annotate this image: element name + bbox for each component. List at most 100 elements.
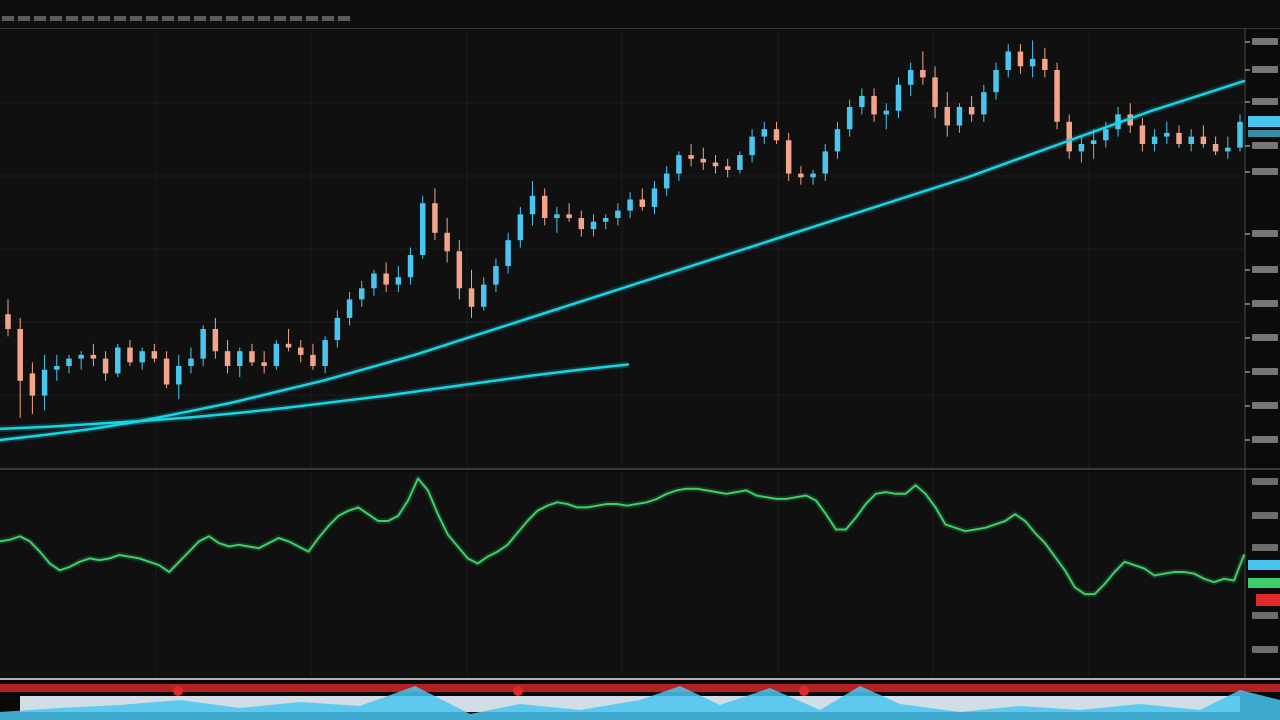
- candle-body[interactable]: [17, 329, 23, 381]
- candlestick[interactable]: [578, 210, 585, 237]
- candlestick[interactable]: [1042, 47, 1048, 78]
- candlestick[interactable]: [883, 103, 890, 130]
- candle-body[interactable]: [151, 351, 158, 359]
- candle-body[interactable]: [1005, 51, 1011, 71]
- candlestick[interactable]: [322, 336, 328, 374]
- candle-body[interactable]: [651, 188, 658, 207]
- candlestick[interactable]: [895, 77, 902, 119]
- candle-body[interactable]: [407, 255, 414, 278]
- candle-body[interactable]: [371, 273, 377, 289]
- candlestick[interactable]: [176, 354, 182, 400]
- candle-body[interactable]: [749, 136, 755, 156]
- bottom-strip-signal-dot[interactable]: [799, 686, 809, 696]
- candlestick[interactable]: [334, 310, 341, 348]
- candlestick[interactable]: [615, 203, 621, 226]
- candle-body[interactable]: [66, 358, 72, 366]
- candle-body[interactable]: [798, 173, 804, 178]
- candle-body[interactable]: [810, 173, 816, 178]
- candle-body[interactable]: [200, 329, 206, 359]
- moving-average-line-short[interactable]: [0, 363, 630, 431]
- candlestick[interactable]: [371, 269, 377, 296]
- candle-body[interactable]: [444, 232, 450, 252]
- candle-body[interactable]: [480, 284, 487, 307]
- candle-body[interactable]: [724, 166, 731, 170]
- candlestick[interactable]: [163, 351, 170, 389]
- candle-body[interactable]: [773, 129, 780, 141]
- candle-body[interactable]: [322, 340, 328, 366]
- candle-body[interactable]: [298, 347, 304, 355]
- candle-body[interactable]: [346, 299, 353, 318]
- candle-body[interactable]: [883, 110, 890, 115]
- candle-body[interactable]: [224, 351, 231, 366]
- candle-body[interactable]: [261, 362, 267, 366]
- oscillator-marker-blue[interactable]: [1248, 560, 1280, 570]
- candlestick[interactable]: [432, 188, 438, 241]
- candlestick[interactable]: [1151, 129, 1158, 152]
- candle-body[interactable]: [102, 358, 109, 374]
- candlestick[interactable]: [846, 99, 853, 137]
- candlestick[interactable]: [1212, 136, 1219, 156]
- candle-body[interactable]: [5, 314, 11, 329]
- candlestick[interactable]: [139, 347, 145, 370]
- candle-body[interactable]: [663, 173, 670, 189]
- candlestick[interactable]: [798, 166, 804, 185]
- candle-body[interactable]: [688, 155, 694, 159]
- oscillator-axis[interactable]: [1248, 478, 1280, 653]
- candle-body[interactable]: [334, 317, 341, 341]
- candle-body[interactable]: [859, 95, 865, 107]
- candlestick[interactable]: [407, 247, 414, 285]
- candlestick[interactable]: [993, 62, 999, 100]
- candlestick[interactable]: [1029, 40, 1036, 78]
- candlestick[interactable]: [981, 84, 987, 122]
- candlestick[interactable]: [920, 51, 926, 85]
- candlestick[interactable]: [90, 343, 97, 366]
- candlestick[interactable]: [761, 121, 768, 144]
- price-axis[interactable]: [1245, 38, 1280, 443]
- candlestick[interactable]: [627, 192, 633, 218]
- candle-body[interactable]: [676, 155, 682, 174]
- candle-body[interactable]: [78, 354, 84, 359]
- candlestick[interactable]: [358, 280, 365, 307]
- candlestick[interactable]: [785, 132, 792, 181]
- candle-body[interactable]: [285, 343, 292, 348]
- candle-body[interactable]: [981, 92, 987, 115]
- candlestick[interactable]: [468, 269, 475, 318]
- candlestick[interactable]: [17, 317, 23, 418]
- candlestick[interactable]: [810, 169, 816, 185]
- candlestick[interactable]: [419, 195, 426, 259]
- candlestick[interactable]: [602, 214, 609, 230]
- candlestick[interactable]: [773, 121, 780, 144]
- candle-body[interactable]: [273, 343, 280, 366]
- candlestick[interactable]: [261, 351, 267, 374]
- candle-body[interactable]: [383, 273, 389, 285]
- candlestick[interactable]: [1139, 118, 1146, 152]
- candlestick[interactable]: [554, 206, 560, 233]
- candle-body[interactable]: [932, 77, 938, 107]
- candle-body[interactable]: [419, 203, 426, 255]
- candle-body[interactable]: [1042, 58, 1048, 70]
- candlestick[interactable]: [1078, 136, 1085, 163]
- candlestick[interactable]: [737, 151, 743, 174]
- candlestick[interactable]: [395, 266, 402, 292]
- candle-body[interactable]: [956, 107, 963, 126]
- candlestick[interactable]: [505, 232, 511, 274]
- candle-body[interactable]: [712, 162, 719, 167]
- candle-body[interactable]: [456, 251, 463, 289]
- candlestick[interactable]: [566, 203, 572, 222]
- candle-body[interactable]: [554, 214, 560, 218]
- candle-body[interactable]: [310, 354, 316, 366]
- candle-body[interactable]: [1029, 58, 1036, 67]
- candle-body[interactable]: [615, 210, 621, 218]
- candlestick[interactable]: [1005, 44, 1011, 78]
- candle-body[interactable]: [163, 358, 170, 385]
- candlestick[interactable]: [590, 214, 597, 237]
- candlestick[interactable]: [285, 329, 292, 352]
- candlestick[interactable]: [273, 340, 280, 370]
- oscillator-panel[interactable]: [0, 472, 1247, 676]
- candle-body[interactable]: [517, 214, 524, 241]
- candle-body[interactable]: [541, 195, 548, 218]
- candlestick[interactable]: [249, 343, 255, 366]
- candle-body[interactable]: [907, 70, 914, 85]
- candlestick[interactable]: [383, 262, 389, 292]
- candlestick[interactable]: [712, 155, 719, 174]
